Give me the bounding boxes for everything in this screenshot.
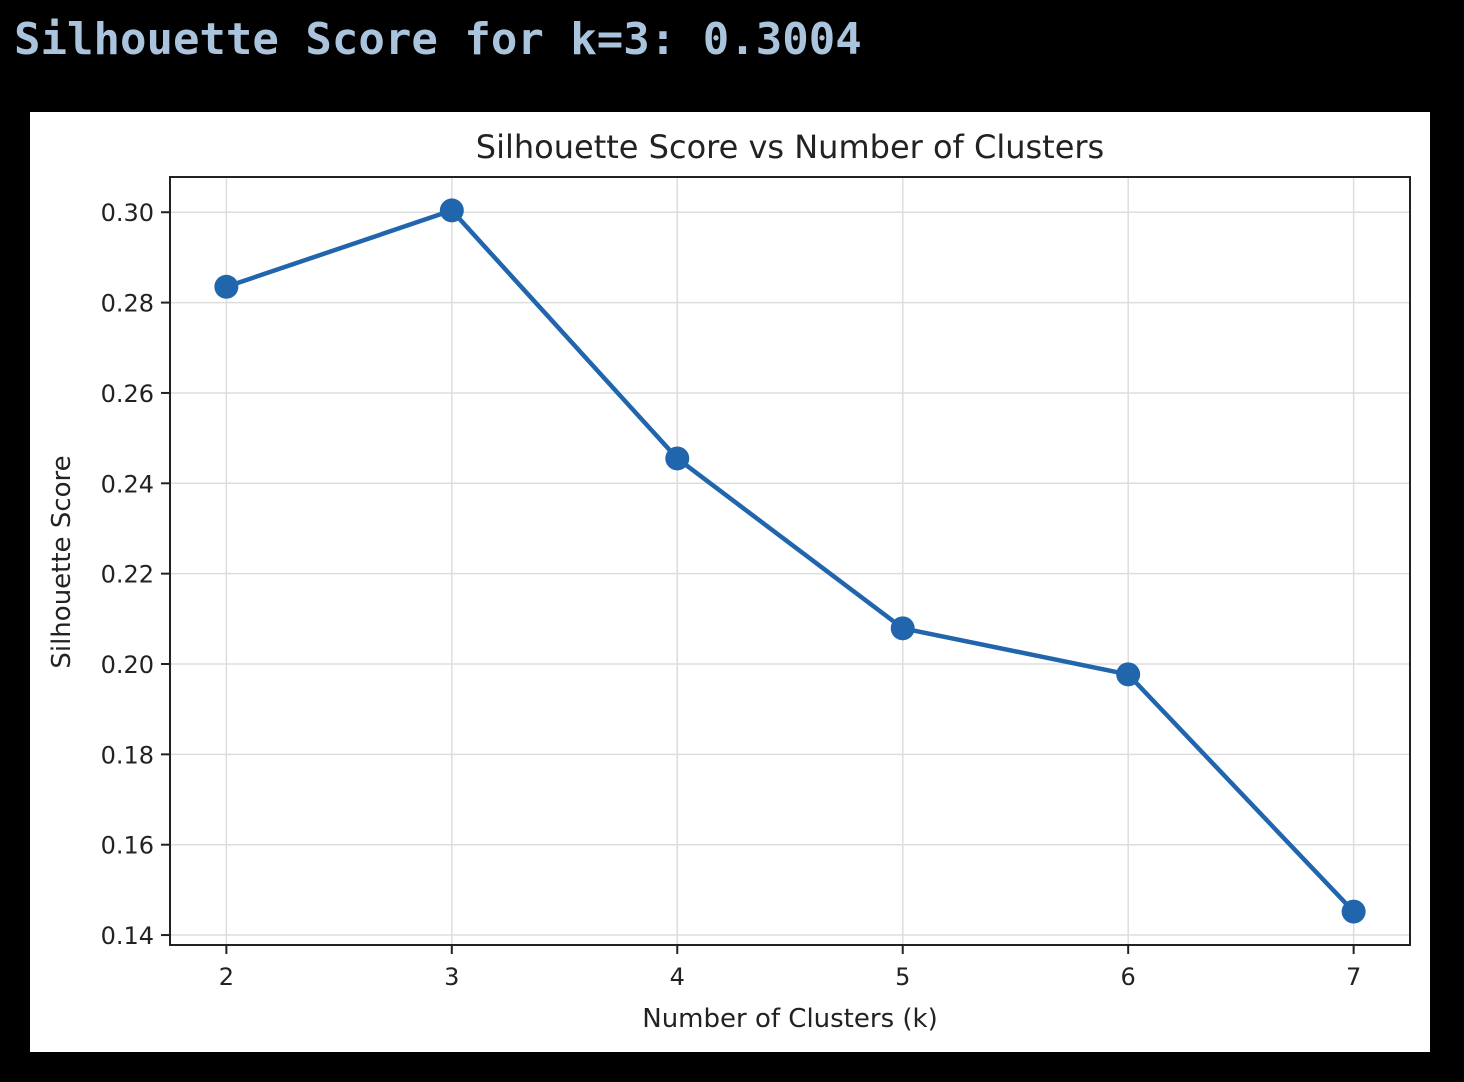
data-point [890,616,915,641]
y-tick-label: 0.22 [101,561,154,589]
chart-figure: Silhouette Score vs Number of Clusters 0… [30,112,1430,1052]
data-point [214,274,239,299]
x-tick-label: 6 [1121,963,1136,991]
y-tick-label: 0.20 [101,651,154,679]
x-tick-label: 3 [444,963,459,991]
x-tick-label: 7 [1346,963,1361,991]
y-axis-label: Silhouette Score [47,455,77,668]
y-tick-label: 0.16 [101,832,154,860]
data-point [665,446,690,471]
y-tick-label: 0.24 [101,470,154,498]
y-tick-label: 0.26 [101,380,154,408]
x-axis: 2 3 4 5 6 7 [219,945,1361,991]
plot-frame [169,176,1411,946]
data-point [1116,662,1141,687]
y-tick-label: 0.30 [101,199,154,227]
x-tick-label: 2 [219,963,234,991]
output-text: Silhouette Score for k=3: 0.3004 [14,14,862,65]
y-tick-label: 0.18 [101,741,154,769]
chart-title: Silhouette Score vs Number of Clusters [476,128,1104,166]
y-tick-label: 0.14 [101,922,154,950]
y-axis: 0.14 0.16 0.18 0.20 0.22 0.24 0.26 0.28 0.30 [101,199,170,950]
data-point [439,198,464,223]
series-layer [214,198,1366,924]
data-point [1341,899,1366,924]
series-line [225,208,1356,914]
x-axis-label: Number of Clusters (k) [642,1004,937,1034]
grid-lines [170,177,1410,945]
x-tick-label: 4 [670,963,685,991]
y-tick-label: 0.28 [101,290,154,318]
x-tick-label: 5 [895,963,910,991]
line-chart: Silhouette Score vs Number of Clusters 0… [47,128,1411,1034]
